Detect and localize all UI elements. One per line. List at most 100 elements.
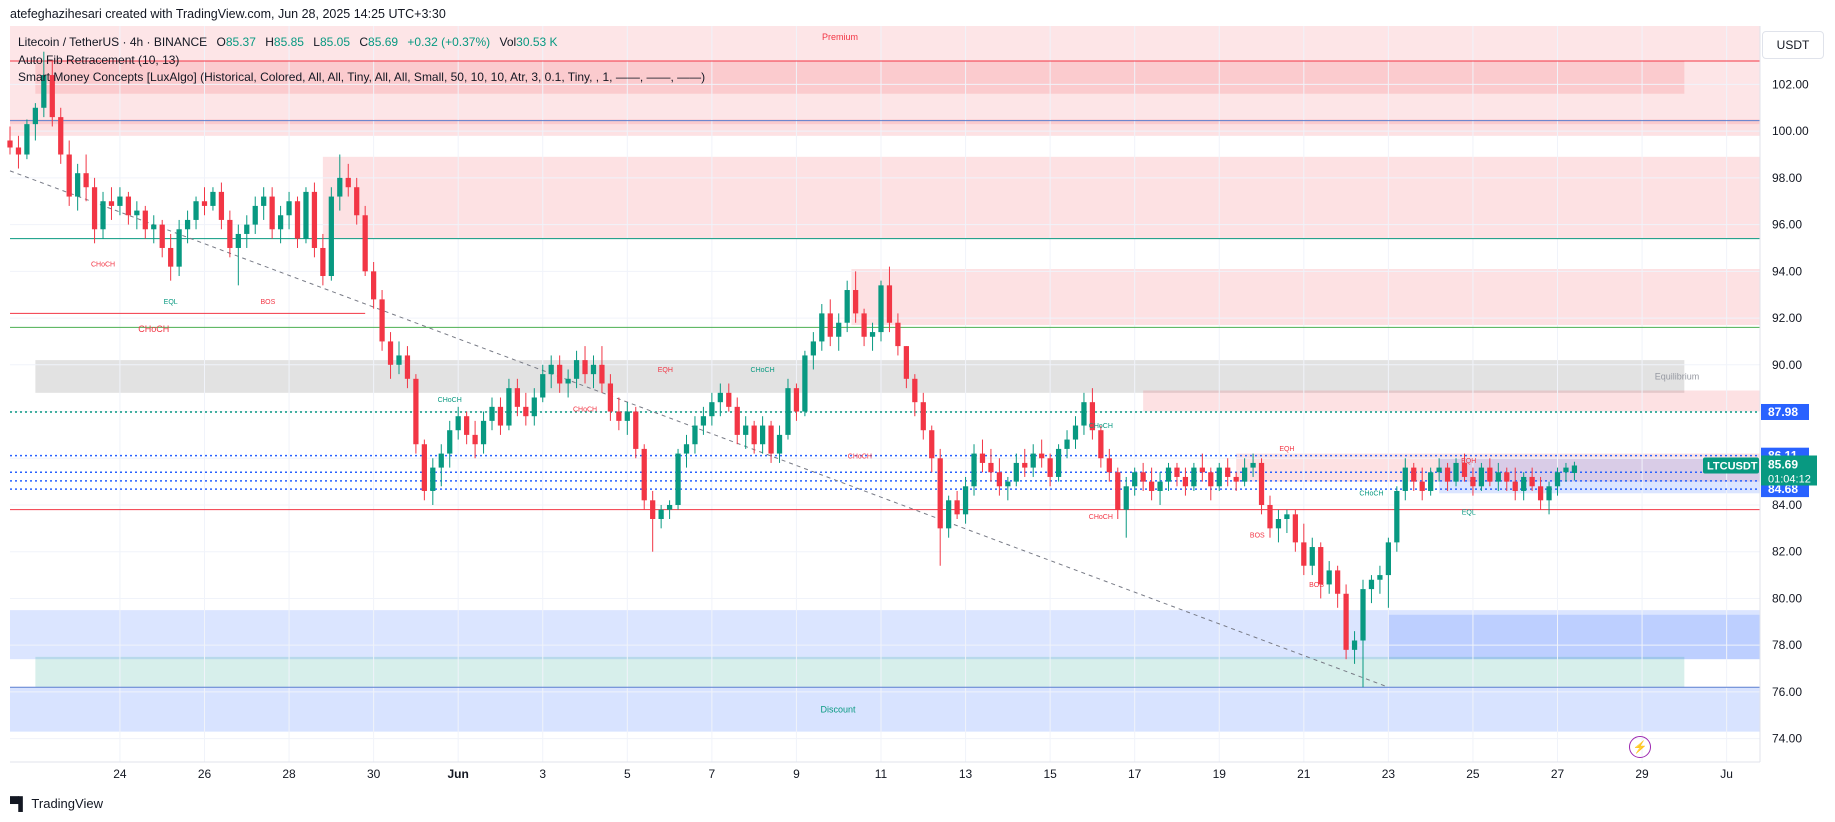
- candle: [1140, 462, 1146, 491]
- candle-body: [1411, 467, 1417, 482]
- last-price-badge: [1761, 455, 1817, 486]
- candle-body: [252, 205, 258, 225]
- candle: [717, 383, 723, 417]
- candle: [1318, 542, 1324, 599]
- symbol-title[interactable]: Litecoin / TetherUS · 4h · BINANCE: [18, 35, 208, 49]
- candle: [362, 205, 368, 277]
- candle: [1182, 467, 1189, 496]
- tradingview-logo[interactable]: ▀▌ TradingView: [10, 796, 103, 811]
- time-tick-label: 26: [198, 767, 212, 781]
- candle: [658, 504, 664, 529]
- candle-body: [1385, 542, 1392, 576]
- candle-body: [827, 313, 833, 337]
- candle: [311, 182, 318, 258]
- candle: [929, 425, 935, 473]
- candle: [565, 369, 571, 398]
- candle: [15, 135, 22, 169]
- candle-body: [658, 509, 664, 520]
- candle: [937, 448, 943, 566]
- smc-label: CHoCH: [138, 324, 169, 334]
- candle: [277, 205, 284, 244]
- candle: [1428, 467, 1434, 496]
- candle: [514, 378, 521, 417]
- smc-label: BOS: [1309, 582, 1324, 589]
- candle-body: [1267, 504, 1273, 529]
- countdown-label: 01:04:12: [1768, 473, 1811, 485]
- candle: [91, 177, 98, 244]
- currency-button[interactable]: USDT: [1762, 31, 1824, 59]
- candle-body: [573, 360, 580, 379]
- time-tick-label: 24: [113, 767, 127, 781]
- candle-body: [641, 448, 647, 501]
- candle: [354, 177, 360, 225]
- candle: [886, 266, 893, 333]
- candle-body: [776, 434, 783, 454]
- time-tick-label: 11: [875, 767, 888, 781]
- indicator-fib-row[interactable]: Auto Fib Retracement (10, 13): [18, 52, 180, 67]
- smc-label: CHoCH: [848, 453, 872, 460]
- candle-body: [1208, 472, 1214, 487]
- candle: [1013, 453, 1019, 487]
- candle: [66, 140, 72, 206]
- candle-body: [41, 75, 47, 108]
- candle: [497, 397, 504, 435]
- candle-body: [303, 191, 309, 239]
- low-value: 85.05: [319, 35, 351, 49]
- candle-body: [1368, 579, 1375, 590]
- candle: [1250, 453, 1256, 477]
- candle: [573, 350, 580, 389]
- candle-body: [235, 233, 241, 248]
- candle-body: [1123, 486, 1129, 510]
- candle-body: [1022, 462, 1028, 468]
- indicator-smc-row[interactable]: Smart Money Concepts [LuxAlgo] (Historic…: [18, 70, 706, 84]
- candle: [802, 350, 808, 417]
- smc-label: BOS: [261, 299, 276, 306]
- candle-body: [1284, 514, 1290, 520]
- candle-body: [1309, 547, 1315, 566]
- candle-body: [666, 504, 673, 510]
- candle-body: [540, 374, 546, 398]
- candle-body: [1081, 402, 1087, 426]
- candle-body: [565, 378, 571, 384]
- candle-body: [1241, 467, 1248, 482]
- candle: [83, 154, 89, 202]
- lightning-icon[interactable]: ⚡: [1629, 736, 1651, 758]
- volume-value: 30.53 K: [516, 35, 558, 49]
- candle-body: [1005, 481, 1011, 487]
- candle: [616, 397, 622, 431]
- candle-body: [557, 364, 563, 384]
- candle: [1402, 458, 1408, 501]
- candle-body: [1106, 458, 1112, 473]
- candle: [819, 304, 825, 351]
- candle: [912, 374, 918, 417]
- candle-body: [878, 285, 884, 333]
- candle-body: [151, 224, 157, 230]
- candle: [1436, 458, 1442, 482]
- candle-body: [810, 341, 816, 356]
- candle: [1055, 444, 1062, 482]
- candle: [41, 51, 47, 118]
- candle: [1132, 467, 1138, 496]
- zone-discount: [10, 687, 1760, 732]
- candle: [1284, 509, 1290, 534]
- zone-premium_ob: [322, 156, 1760, 239]
- candle-body: [599, 364, 605, 384]
- candle-body: [7, 140, 13, 148]
- trend-line: [9, 170, 1389, 688]
- candle: [218, 182, 225, 230]
- candle: [1343, 584, 1349, 660]
- candle: [1385, 537, 1392, 608]
- candle-body: [1013, 462, 1019, 482]
- candle: [125, 191, 132, 225]
- candle: [1377, 565, 1383, 594]
- candle-body: [176, 229, 182, 267]
- candle-body: [962, 486, 969, 515]
- time-tick-label: 5: [624, 767, 631, 781]
- candle: [1258, 458, 1265, 515]
- candle-body: [117, 196, 123, 206]
- candle-body: [354, 187, 360, 216]
- candle-body: [979, 453, 986, 463]
- candle: [345, 163, 351, 197]
- zone-label-equilibrium: Equilibrium: [1655, 371, 1700, 381]
